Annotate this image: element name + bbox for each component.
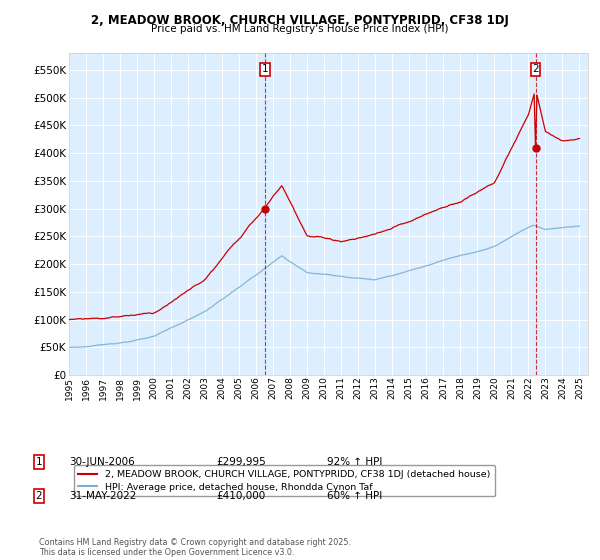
Text: 2, MEADOW BROOK, CHURCH VILLAGE, PONTYPRIDD, CF38 1DJ: 2, MEADOW BROOK, CHURCH VILLAGE, PONTYPR… bbox=[91, 14, 509, 27]
Legend: 2, MEADOW BROOK, CHURCH VILLAGE, PONTYPRIDD, CF38 1DJ (detached house), HPI: Ave: 2, MEADOW BROOK, CHURCH VILLAGE, PONTYPR… bbox=[74, 465, 495, 497]
Text: £410,000: £410,000 bbox=[216, 491, 265, 501]
Text: 2: 2 bbox=[532, 64, 539, 74]
Text: 60% ↑ HPI: 60% ↑ HPI bbox=[327, 491, 382, 501]
Text: 31-MAY-2022: 31-MAY-2022 bbox=[69, 491, 136, 501]
Text: Price paid vs. HM Land Registry's House Price Index (HPI): Price paid vs. HM Land Registry's House … bbox=[151, 24, 449, 34]
Text: 1: 1 bbox=[35, 457, 43, 467]
Text: 2: 2 bbox=[35, 491, 43, 501]
Text: Contains HM Land Registry data © Crown copyright and database right 2025.
This d: Contains HM Land Registry data © Crown c… bbox=[39, 538, 351, 557]
Text: £299,995: £299,995 bbox=[216, 457, 266, 467]
Text: 92% ↑ HPI: 92% ↑ HPI bbox=[327, 457, 382, 467]
Text: 1: 1 bbox=[262, 64, 268, 74]
Text: 30-JUN-2006: 30-JUN-2006 bbox=[69, 457, 135, 467]
